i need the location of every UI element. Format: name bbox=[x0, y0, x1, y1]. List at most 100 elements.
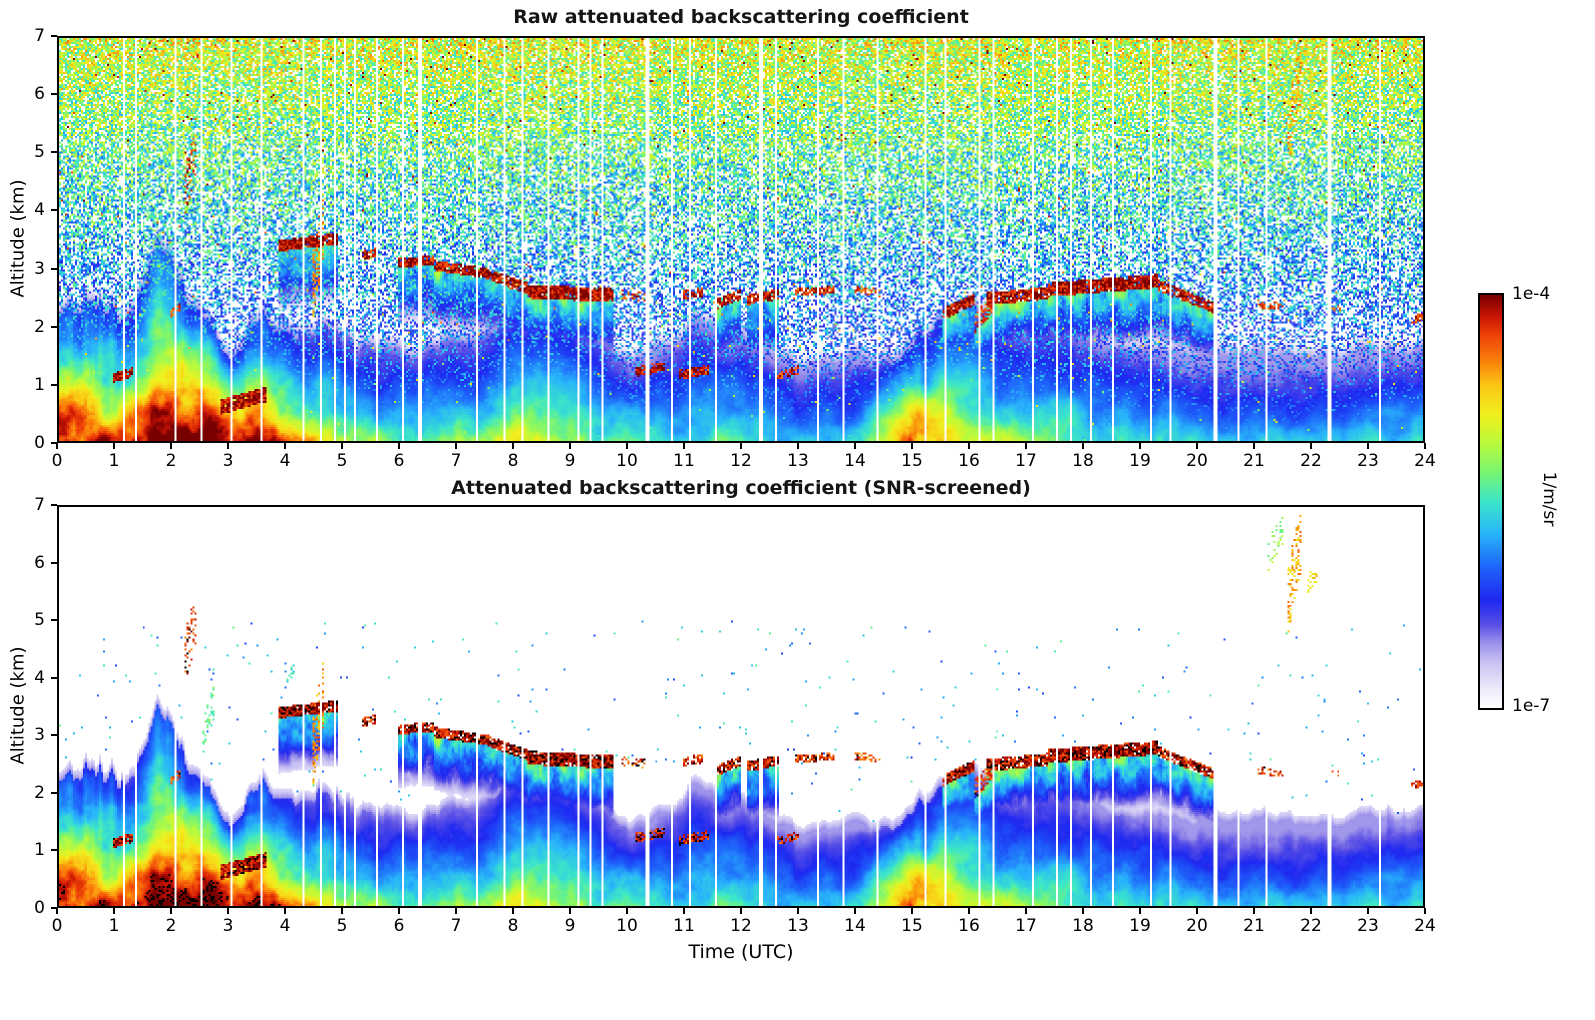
x-tick bbox=[797, 908, 799, 914]
x-tick-label: 19 bbox=[1129, 451, 1151, 471]
x-tick bbox=[1196, 443, 1198, 449]
x-tick-label: 21 bbox=[1243, 451, 1265, 471]
x-tick bbox=[569, 443, 571, 449]
y-tick-label: 3 bbox=[34, 725, 45, 746]
x-tick-label: 0 bbox=[51, 916, 63, 936]
x-tick-label: 13 bbox=[787, 451, 809, 471]
x-tick-label: 22 bbox=[1300, 451, 1322, 471]
x-tick-label: 24 bbox=[1414, 916, 1436, 936]
colorbar bbox=[1478, 293, 1504, 710]
y-tick bbox=[51, 619, 57, 622]
y-tick-label: 3 bbox=[34, 258, 45, 279]
y-tick bbox=[51, 209, 57, 212]
x-tick-label: 15 bbox=[901, 916, 923, 936]
x-tick bbox=[968, 443, 970, 449]
y-tick bbox=[51, 35, 57, 37]
x-tick bbox=[1310, 443, 1312, 449]
y-tick bbox=[51, 267, 57, 270]
x-tick-label: 20 bbox=[1186, 451, 1208, 471]
x-tick bbox=[170, 443, 172, 449]
x-tick bbox=[1196, 908, 1198, 914]
x-tick-label: 22 bbox=[1300, 916, 1322, 936]
x-tick bbox=[227, 443, 229, 449]
panel-title-raw: Raw attenuated backscattering coefficien… bbox=[513, 6, 969, 28]
colorbar-min-label: 1e-7 bbox=[1512, 696, 1551, 716]
x-tick bbox=[227, 908, 229, 914]
x-tick-label: 8 bbox=[507, 916, 519, 936]
x-tick-label: 15 bbox=[901, 451, 923, 471]
x-tick-label: 4 bbox=[279, 451, 291, 471]
y-tick bbox=[51, 442, 57, 444]
heatmap-canvas-screened bbox=[59, 507, 1423, 906]
y-tick-label: 0 bbox=[34, 433, 45, 453]
x-tick-label: 10 bbox=[616, 451, 638, 471]
x-tick bbox=[1424, 908, 1426, 914]
x-tick bbox=[1082, 443, 1084, 449]
x-tick-label: 14 bbox=[844, 451, 866, 471]
x-tick bbox=[683, 443, 685, 449]
x-tick-label: 20 bbox=[1186, 916, 1208, 936]
y-tick bbox=[51, 791, 57, 794]
x-tick bbox=[1367, 908, 1369, 914]
x-tick-label: 0 bbox=[51, 451, 63, 471]
x-tick bbox=[1025, 443, 1027, 449]
x-axis-label: Time (UTC) bbox=[688, 941, 794, 963]
heatmap-panel-screened bbox=[57, 505, 1425, 908]
y-tick bbox=[51, 676, 57, 679]
x-tick bbox=[968, 908, 970, 914]
x-tick-label: 23 bbox=[1357, 451, 1379, 471]
x-tick bbox=[626, 443, 628, 449]
x-tick-label: 11 bbox=[673, 916, 695, 936]
x-tick bbox=[854, 908, 856, 914]
x-tick bbox=[1082, 908, 1084, 914]
x-tick-label: 1 bbox=[108, 916, 120, 936]
panel-title-screened: Attenuated backscattering coefficient (S… bbox=[451, 477, 1031, 499]
x-tick bbox=[170, 908, 172, 914]
heatmap-panel-raw bbox=[57, 36, 1425, 443]
x-tick bbox=[512, 908, 514, 914]
y-tick-label: 0 bbox=[34, 898, 45, 918]
x-tick-label: 24 bbox=[1414, 451, 1436, 471]
y-tick-label: 6 bbox=[34, 552, 45, 573]
x-tick bbox=[398, 443, 400, 449]
x-tick-label: 8 bbox=[507, 451, 519, 471]
x-tick-label: 17 bbox=[1015, 451, 1037, 471]
x-tick-label: 1 bbox=[108, 451, 120, 471]
x-tick-label: 18 bbox=[1072, 451, 1094, 471]
y-tick bbox=[51, 93, 57, 96]
x-tick bbox=[1139, 443, 1141, 449]
x-tick-label: 4 bbox=[279, 916, 291, 936]
x-tick bbox=[284, 908, 286, 914]
y-tick-label: 4 bbox=[34, 200, 45, 221]
x-tick-label: 7 bbox=[450, 916, 462, 936]
x-tick-label: 3 bbox=[222, 451, 234, 471]
x-tick-label: 3 bbox=[222, 916, 234, 936]
x-tick-label: 12 bbox=[730, 451, 752, 471]
x-tick-label: 18 bbox=[1072, 916, 1094, 936]
x-tick-label: 19 bbox=[1129, 916, 1151, 936]
y-tick bbox=[51, 504, 57, 506]
y-tick bbox=[51, 907, 57, 909]
x-tick-label: 7 bbox=[450, 451, 462, 471]
y-tick-label: 7 bbox=[34, 26, 45, 46]
x-tick bbox=[56, 443, 58, 449]
x-tick bbox=[455, 908, 457, 914]
x-tick bbox=[398, 908, 400, 914]
x-tick bbox=[740, 443, 742, 449]
x-tick-label: 23 bbox=[1357, 916, 1379, 936]
colorbar-max-label: 1e-4 bbox=[1512, 284, 1551, 304]
x-tick-label: 6 bbox=[393, 916, 405, 936]
y-tick bbox=[51, 325, 57, 328]
x-tick-label: 12 bbox=[730, 916, 752, 936]
x-tick bbox=[56, 908, 58, 914]
y-tick-label: 1 bbox=[34, 374, 45, 395]
x-tick-label: 5 bbox=[336, 451, 348, 471]
x-tick-label: 21 bbox=[1243, 916, 1265, 936]
x-tick-label: 2 bbox=[165, 451, 177, 471]
x-tick-label: 9 bbox=[564, 451, 576, 471]
x-tick bbox=[341, 908, 343, 914]
y-tick-label: 5 bbox=[34, 142, 45, 163]
x-tick bbox=[1139, 908, 1141, 914]
x-tick-label: 6 bbox=[393, 451, 405, 471]
